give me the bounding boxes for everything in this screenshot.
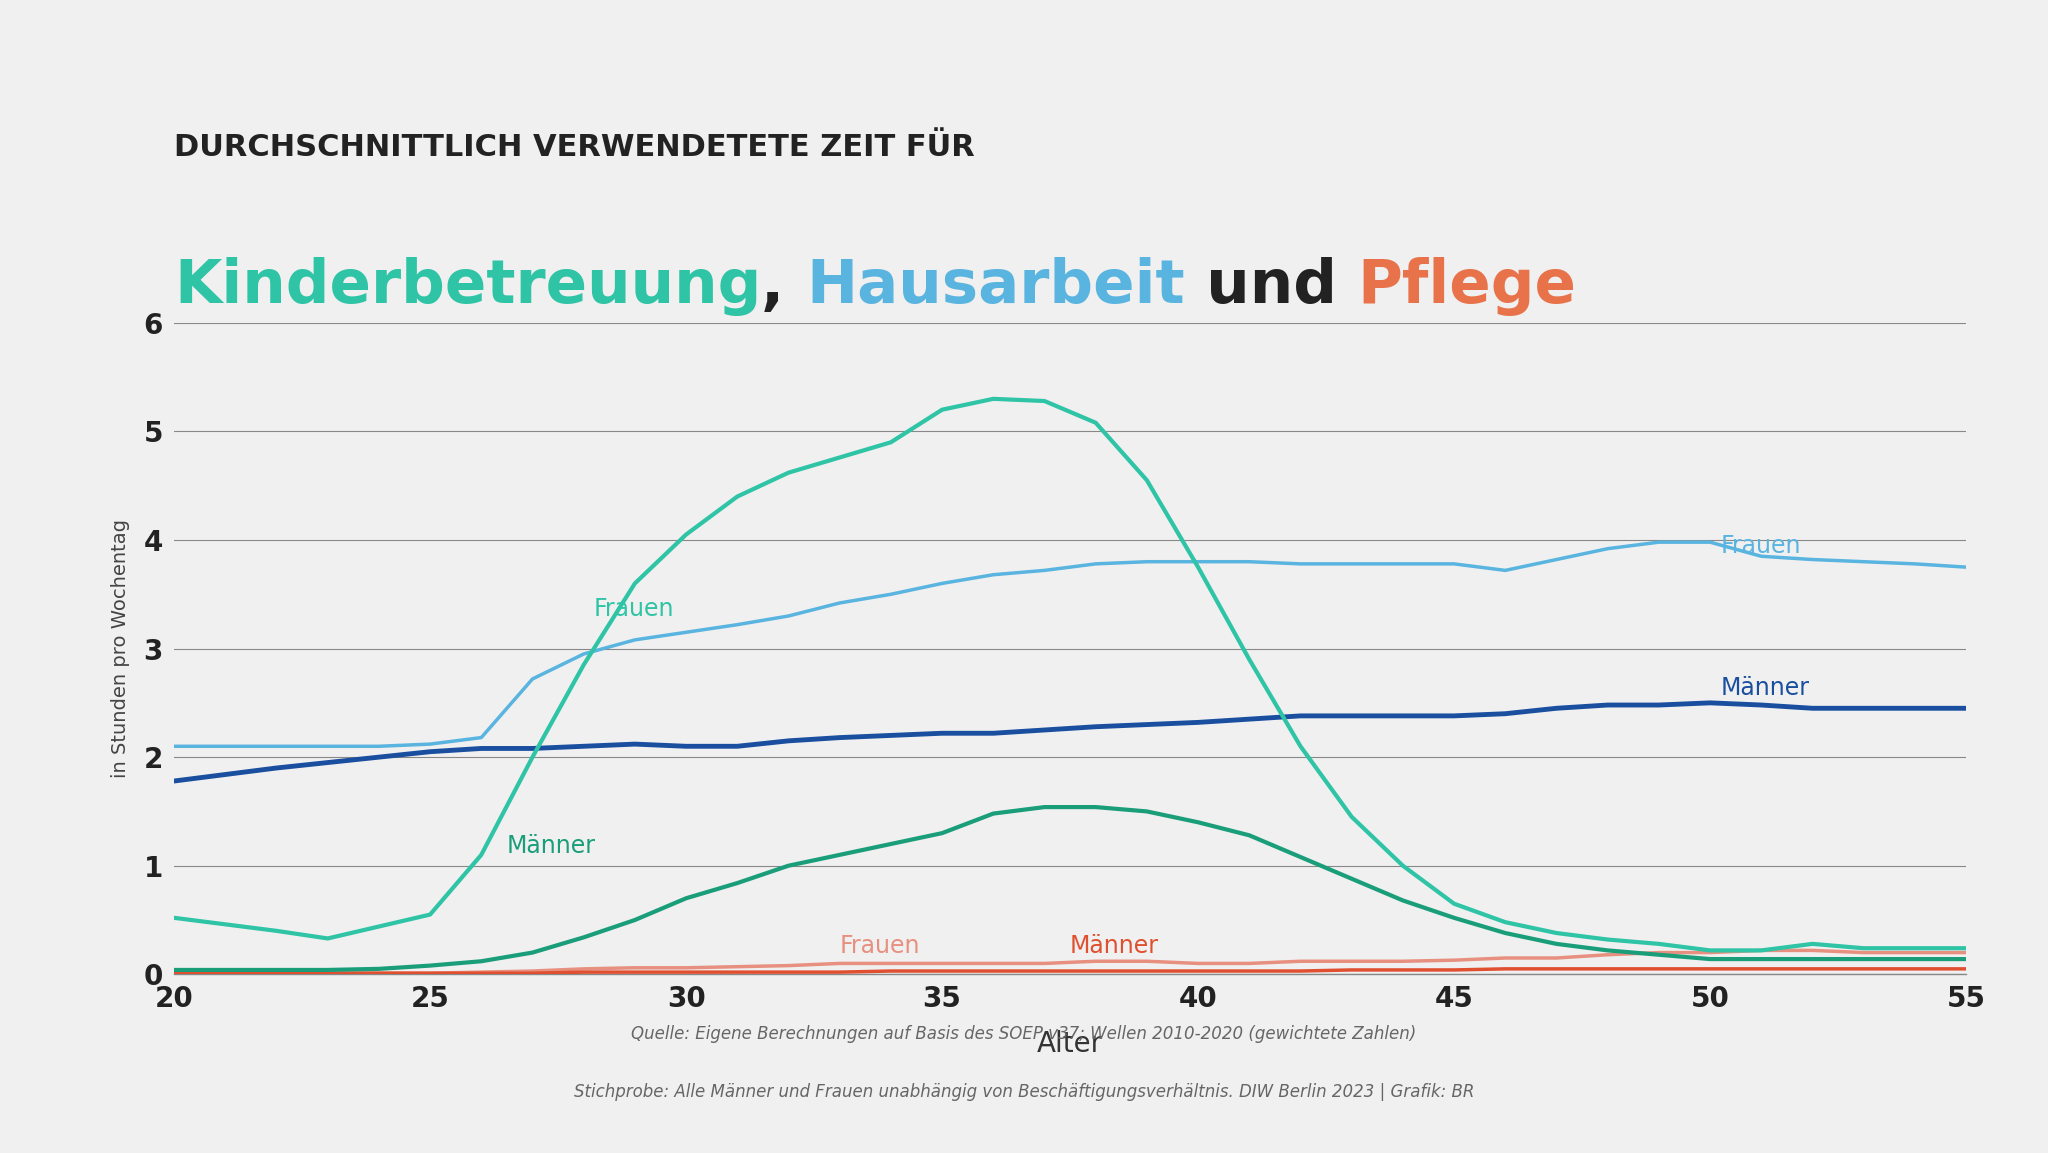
X-axis label: Alter: Alter bbox=[1036, 1030, 1104, 1058]
Text: und: und bbox=[1184, 257, 1358, 316]
Text: Männer: Männer bbox=[1069, 934, 1159, 958]
Text: Männer: Männer bbox=[508, 834, 596, 858]
Text: Frauen: Frauen bbox=[594, 597, 674, 621]
Text: DURCHSCHNITTLICH VERWENDETETE ZEIT FÜR: DURCHSCHNITTLICH VERWENDETETE ZEIT FÜR bbox=[174, 133, 975, 161]
Text: Frauen: Frauen bbox=[840, 934, 920, 958]
Text: Männer: Männer bbox=[1720, 677, 1808, 700]
Text: Quelle: Eigene Berechnungen auf Basis des SOEP v37; Wellen 2010-2020 (gewichtete: Quelle: Eigene Berechnungen auf Basis de… bbox=[631, 1025, 1417, 1043]
Text: Frauen: Frauen bbox=[1720, 534, 1800, 558]
Text: ,: , bbox=[762, 257, 807, 316]
Text: Kinderbetreuung: Kinderbetreuung bbox=[174, 257, 762, 316]
Text: Stichprobe: Alle Männer und Frauen unabhängig von Beschäftigungsverhältnis. DIW : Stichprobe: Alle Männer und Frauen unabh… bbox=[573, 1083, 1475, 1101]
Text: Pflege: Pflege bbox=[1358, 257, 1577, 316]
Y-axis label: in Stunden pro Wochentag: in Stunden pro Wochentag bbox=[111, 519, 129, 778]
Text: Hausarbeit: Hausarbeit bbox=[807, 257, 1184, 316]
